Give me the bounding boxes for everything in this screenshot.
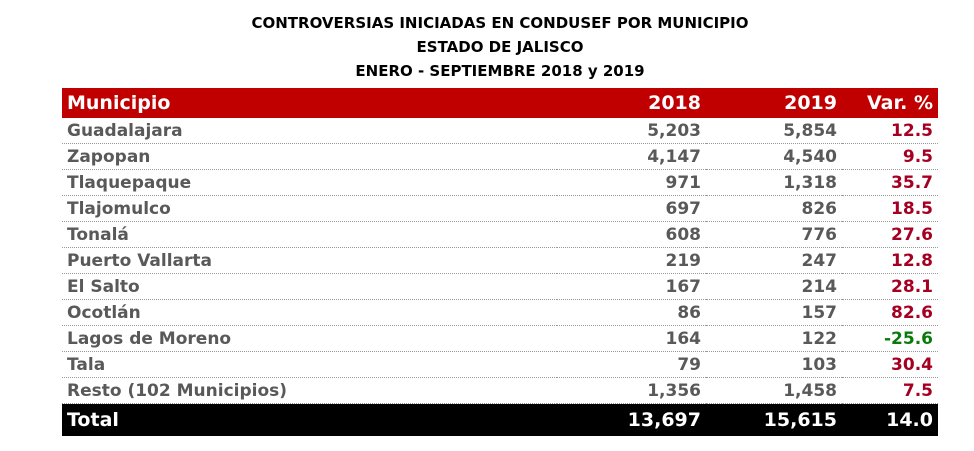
value-cell: 2018 (557, 88, 706, 118)
value-cell: 164 (557, 326, 706, 352)
value-cell: 2019 (706, 88, 842, 118)
value-cell: 247 (706, 248, 842, 274)
value-cell: 1,318 (706, 170, 842, 196)
value-cell: 5,203 (557, 118, 706, 144)
value-cell: 971 (557, 170, 706, 196)
value-cell: 12.8 (842, 248, 938, 274)
value-cell: 157 (706, 300, 842, 326)
label-cell: Tlajomulco (62, 196, 557, 222)
label-cell: Resto (102 Municipios) (62, 378, 557, 404)
title-line: CONTROVERSIAS INICIADAS EN CONDUSEF POR … (251, 14, 749, 32)
label-cell: Guadalajara (62, 118, 557, 144)
value-cell: 5,854 (706, 118, 842, 144)
title-line: ENERO - SEPTIEMBRE 2018 y 2019 (355, 62, 645, 80)
value-cell: 219 (557, 248, 706, 274)
value-cell: 15,615 (706, 404, 842, 436)
value-cell: 14.0 (842, 404, 938, 436)
value-cell: Var. % (842, 88, 938, 118)
label-cell: Tala (62, 352, 557, 378)
value-cell: 7.5 (842, 378, 938, 404)
value-cell: 4,147 (557, 144, 706, 170)
label-cell: Ocotlán (62, 300, 557, 326)
value-cell: 608 (557, 222, 706, 248)
value-cell: 776 (706, 222, 842, 248)
value-cell: 214 (706, 274, 842, 300)
label-cell: Total (62, 404, 557, 436)
value-cell: 35.7 (842, 170, 938, 196)
value-cell: 82.6 (842, 300, 938, 326)
value-cell: 9.5 (842, 144, 938, 170)
value-cell: 826 (706, 196, 842, 222)
value-cell: 13,697 (557, 404, 706, 436)
label-cell: Lagos de Moreno (62, 326, 557, 352)
value-cell: 79 (557, 352, 706, 378)
label-cell: Municipio (62, 88, 557, 118)
value-cell: 28.1 (842, 274, 938, 300)
value-cell: 122 (706, 326, 842, 352)
value-cell: 27.6 (842, 222, 938, 248)
label-cell: Tonalá (62, 222, 557, 248)
value-cell: -25.6 (842, 326, 938, 352)
title-line: ESTADO DE JALISCO (416, 38, 584, 56)
value-cell: 167 (557, 274, 706, 300)
value-cell: 103 (706, 352, 842, 378)
label-cell: Tlaquepaque (62, 170, 557, 196)
label-cell: Zapopan (62, 144, 557, 170)
value-cell: 12.5 (842, 118, 938, 144)
value-cell: 18.5 (842, 196, 938, 222)
value-cell: 30.4 (842, 352, 938, 378)
label-cell: El Salto (62, 274, 557, 300)
value-cell: 86 (557, 300, 706, 326)
value-cell: 697 (557, 196, 706, 222)
value-cell: 4,540 (706, 144, 842, 170)
value-cell: 1,458 (706, 378, 842, 404)
value-cell: 1,356 (557, 378, 706, 404)
label-cell: Puerto Vallarta (62, 248, 557, 274)
